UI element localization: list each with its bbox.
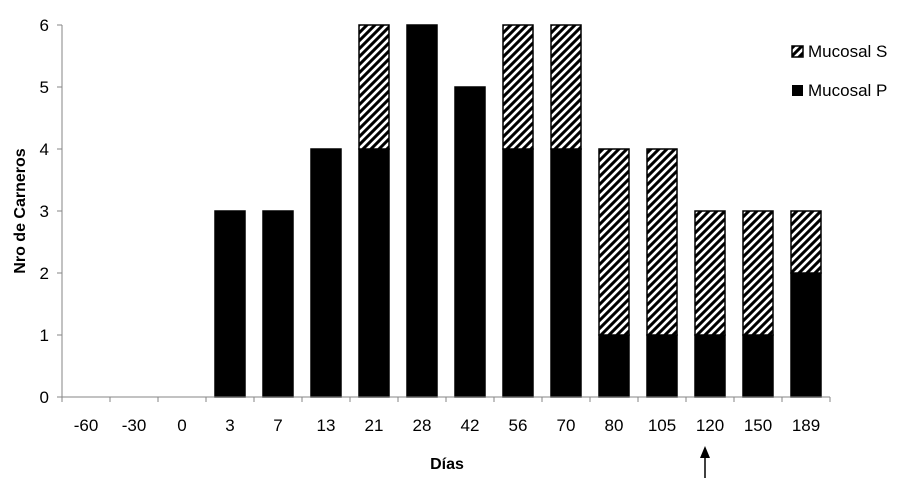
legend-label-mucosal-p: Mucosal P — [808, 81, 887, 100]
x-axis-title: Días — [430, 456, 464, 473]
bar-mucosal-p-189 — [790, 272, 822, 398]
bar-mucosal-p-56 — [502, 148, 534, 398]
bar-mucosal-s-70 — [550, 24, 582, 150]
y-axis-title: Nro de Carneros — [12, 148, 29, 273]
x-tick-label: -30 — [122, 416, 147, 435]
y-tick-label: 2 — [40, 264, 49, 283]
bar-mucosal-p-28 — [406, 24, 438, 398]
bar-mucosal-s-80 — [598, 148, 630, 336]
y-ticks: 0 1 2 3 4 5 6 — [40, 16, 62, 407]
bar-mucosal-p-105 — [646, 334, 678, 398]
x-tick-label: 21 — [365, 416, 384, 435]
x-tick-label: 42 — [461, 416, 480, 435]
x-tick-label: 189 — [792, 416, 820, 435]
bar-mucosal-s-120 — [694, 210, 726, 336]
legend-label-mucosal-s: Mucosal S — [808, 42, 887, 61]
y-tick-label: 4 — [40, 140, 49, 159]
legend-swatch-mucosal-p — [792, 85, 803, 96]
x-tick-label: 70 — [557, 416, 576, 435]
y-tick-label: 3 — [40, 202, 49, 221]
x-tick-label: 3 — [225, 416, 234, 435]
y-tick-label: 0 — [40, 388, 49, 407]
bar-mucosal-s-189 — [790, 210, 822, 274]
y-tick-label: 5 — [40, 78, 49, 97]
x-tick-label: 28 — [413, 416, 432, 435]
bar-mucosal-p-21 — [358, 148, 390, 398]
x-tick-label: 13 — [317, 416, 336, 435]
x-tick-label: 80 — [605, 416, 624, 435]
y-tick-label: 1 — [40, 326, 49, 345]
annotation-arrow — [700, 446, 710, 478]
x-tick-label: 56 — [509, 416, 528, 435]
legend: Mucosal S Mucosal P — [791, 42, 887, 100]
y-tick-label: 6 — [40, 16, 49, 35]
legend-swatch-mucosal-s — [791, 45, 804, 58]
arrow-head — [700, 446, 710, 458]
bar-mucosal-p-150 — [742, 334, 774, 398]
bar-mucosal-s-105 — [646, 148, 678, 336]
bar-mucosal-s-56 — [502, 24, 534, 150]
bar-mucosal-p-80 — [598, 334, 630, 398]
bar-mucosal-s-21 — [358, 24, 390, 150]
x-tick-label: 150 — [744, 416, 772, 435]
bar-mucosal-p-7 — [262, 210, 294, 398]
bar-mucosal-p-42 — [454, 86, 486, 398]
bars — [214, 24, 822, 398]
bar-mucosal-s-150 — [742, 210, 774, 336]
x-tick-label: 120 — [696, 416, 724, 435]
x-tick-label: 7 — [273, 416, 282, 435]
x-ticks: -60 -30 0 3 7 13 21 28 42 56 70 80 105 120 150 189 — [61, 397, 831, 435]
x-tick-label: 105 — [648, 416, 676, 435]
bar-mucosal-p-13 — [310, 148, 342, 398]
x-tick-label: 0 — [177, 416, 186, 435]
bar-mucosal-p-120 — [694, 334, 726, 398]
bar-mucosal-p-70 — [550, 148, 582, 398]
x-tick-label: -60 — [74, 416, 99, 435]
bar-mucosal-p-3 — [214, 210, 246, 398]
